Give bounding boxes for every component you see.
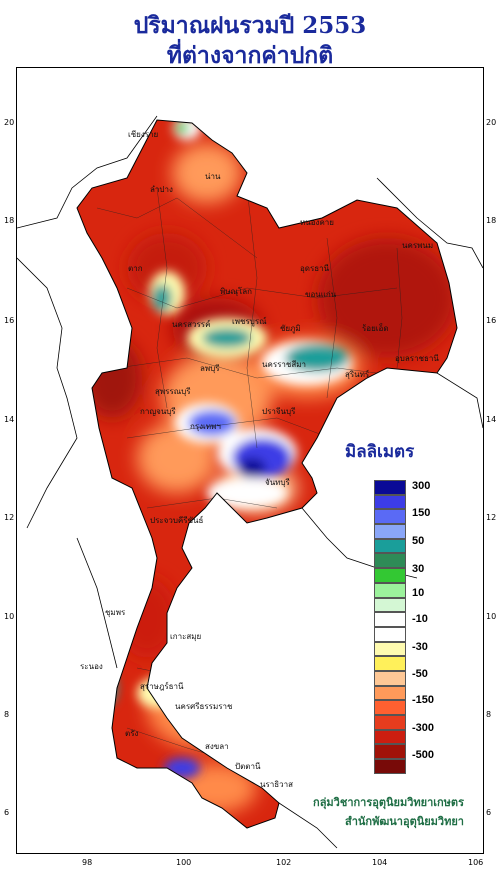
lat-tick-left: 10	[4, 612, 15, 621]
lat-tick-right: 14	[486, 415, 497, 424]
lat-tick-left: 20	[4, 118, 15, 127]
legend-label: 30	[412, 563, 425, 575]
legend-label: 50	[412, 535, 425, 547]
place-label: สุรินทร์	[345, 370, 370, 379]
legend-swatch	[374, 480, 406, 495]
lat-tick-right: 16	[486, 316, 497, 325]
place-label: ร้อยเอ็ด	[362, 324, 389, 333]
legend-label: 150	[412, 507, 431, 519]
legend-swatch	[374, 597, 406, 613]
legend-swatch	[374, 759, 406, 774]
legend-swatch	[374, 670, 406, 686]
lon-tick-bottom: 100	[176, 858, 192, 867]
legend-swatch	[374, 582, 406, 598]
place-label: เพชรบูรณ์	[232, 317, 267, 326]
place-label: ตรัง	[125, 729, 139, 738]
lat-tick-right: 18	[486, 216, 497, 225]
legend-swatch	[374, 656, 406, 671]
legend-title: มิลลิเมตร	[345, 442, 415, 462]
place-label: เชียงราย	[128, 130, 159, 139]
legend-swatch	[374, 524, 406, 539]
place-label: นครราชสีมา	[262, 360, 306, 369]
legend-label: 10	[412, 587, 425, 599]
thailand-border	[76, 119, 458, 829]
place-label: หนองคาย	[300, 218, 334, 227]
place-label: เกาะสมุย	[170, 632, 202, 641]
place-label: พิษณุโลก	[220, 287, 253, 296]
map-title-line1: ปริมาณฝนรวมปี 2553	[133, 12, 367, 39]
legend-swatch	[374, 641, 406, 657]
place-label: ระนอง	[80, 662, 103, 671]
place-label: ประจวบคีรีขันธ์	[150, 516, 204, 525]
lat-tick-left: 16	[4, 316, 15, 325]
legend-swatch	[374, 553, 406, 569]
place-label: ชัยภูมิ	[280, 324, 301, 333]
place-label: ปราจีนบุรี	[262, 407, 296, 416]
place-label: กาญจนบุรี	[140, 407, 176, 416]
legend-label: -500	[412, 749, 435, 761]
lat-tick-left: 8	[4, 710, 10, 719]
legend-swatch	[374, 494, 406, 510]
place-label: สุพรรณบุรี	[155, 387, 191, 396]
legend-swatch	[374, 744, 406, 760]
lon-tick-bottom: 104	[372, 858, 388, 867]
lat-tick-left: 12	[4, 513, 15, 522]
place-label: อุดรธานี	[300, 264, 330, 273]
legend-label: -30	[412, 641, 428, 653]
legend-label: -50	[412, 668, 428, 680]
place-label: จันทบุรี	[265, 478, 290, 487]
legend-colorbar	[374, 480, 406, 774]
legend-label: -10	[412, 613, 428, 625]
legend-label: -300	[412, 722, 435, 734]
place-label: อุบลราชธานี	[395, 354, 439, 363]
place-label: นครสวรรค์	[172, 320, 211, 329]
place-label: นครศรีธรรมราช	[175, 702, 233, 711]
lat-tick-right: 12	[486, 513, 497, 522]
legend-label: -150	[412, 694, 435, 706]
place-label: สุราษฎร์ธานี	[140, 682, 184, 691]
place-label: ตาก	[128, 264, 143, 273]
place-label: สงขลา	[205, 742, 229, 751]
place-label: ลำปาง	[150, 185, 173, 194]
legend-swatch	[374, 700, 406, 715]
place-label: นราธิวาส	[260, 780, 294, 789]
lat-tick-right: 10	[486, 612, 497, 621]
lat-tick-left: 14	[4, 415, 15, 424]
lat-tick-left: 6	[4, 808, 10, 817]
lon-tick-bottom: 98	[82, 858, 93, 867]
place-label: ลพบุรี	[200, 364, 220, 373]
place-label: ปัตตานี	[235, 762, 261, 771]
lat-tick-left: 18	[4, 216, 15, 225]
legend-swatch	[374, 509, 406, 525]
legend-swatch	[374, 612, 406, 627]
place-label: นครพนม	[402, 241, 434, 250]
place-label: ขอนแก่น	[305, 290, 337, 299]
map-title-line2: ที่ต่างจากค่าปกติ	[166, 42, 334, 69]
legend-swatch	[374, 568, 406, 583]
legend-swatch	[374, 729, 406, 745]
legend-swatch	[374, 715, 406, 730]
legend-swatch	[374, 626, 406, 642]
legend-swatch	[374, 685, 406, 701]
place-label: กรุงเทพฯ	[190, 422, 221, 431]
credit-line1: กลุ่มวิชาการอุตุนิยมวิทยาเกษตร	[313, 796, 464, 809]
neighbor-outlines	[17, 115, 483, 849]
credit-line2: สำนักพัฒนาอุตุนิยมวิทยา	[345, 815, 464, 828]
place-label: ชุมพร	[105, 608, 126, 617]
lon-tick-bottom: 102	[276, 858, 292, 867]
lon-tick-bottom: 106	[468, 858, 484, 867]
lat-tick-right: 20	[486, 118, 497, 127]
legend-swatch	[374, 538, 406, 554]
legend-label: 300	[412, 480, 431, 492]
lat-tick-right: 8	[486, 710, 492, 719]
lat-tick-right: 6	[486, 808, 492, 817]
place-label: น่าน	[205, 172, 221, 181]
